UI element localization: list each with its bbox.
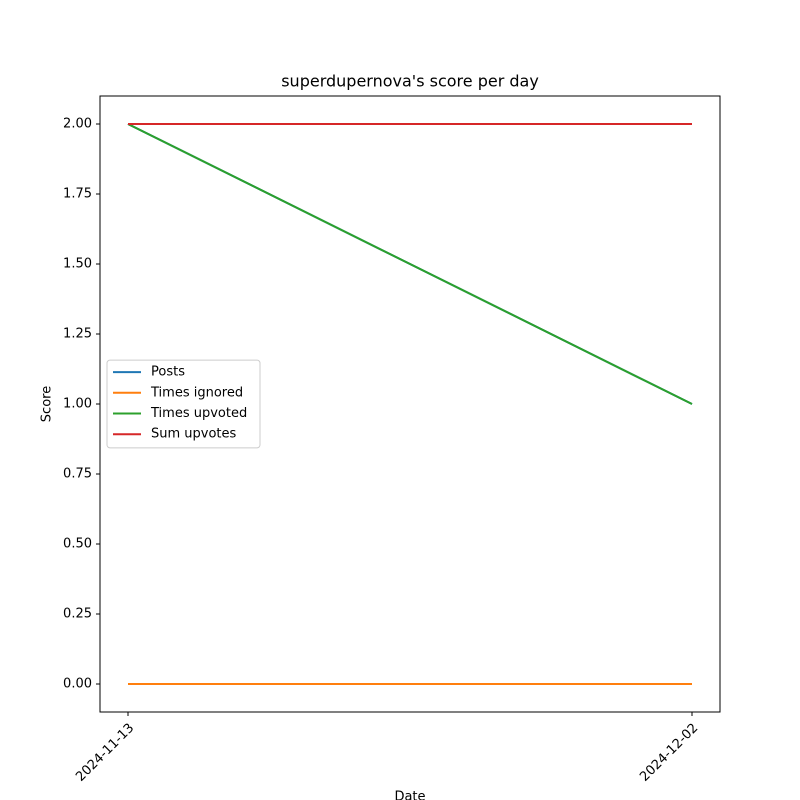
y-tick-label: 0.75	[63, 467, 92, 482]
line-series	[127, 123, 693, 405]
chart-title: superdupernova's score per day	[281, 72, 539, 91]
y-tick-label: 0.50	[63, 537, 92, 552]
y-tick-label: 0.00	[63, 677, 92, 692]
y-tick-label: 1.00	[63, 397, 92, 412]
y-tick-label: 1.25	[63, 327, 92, 342]
legend: Posts Times ignored Times upvoted Sum upvot…	[106, 359, 261, 449]
legend-label: Times ignored	[150, 385, 243, 400]
y-tick-label: 1.75	[63, 187, 92, 202]
legend-label: Sum upvotes	[151, 427, 237, 442]
y-tick-label: 2.00	[63, 117, 92, 132]
y-axis-label: Score	[40, 386, 55, 422]
plot-frame	[99, 95, 721, 713]
y-tick-label: 1.50	[63, 257, 92, 272]
legend-label: Posts	[151, 365, 185, 380]
y-tick-label: 0.25	[63, 607, 92, 622]
legend-label: Times upvoted	[150, 406, 247, 421]
legend-box	[106, 359, 261, 449]
x-axis-label: Date	[394, 790, 425, 800]
